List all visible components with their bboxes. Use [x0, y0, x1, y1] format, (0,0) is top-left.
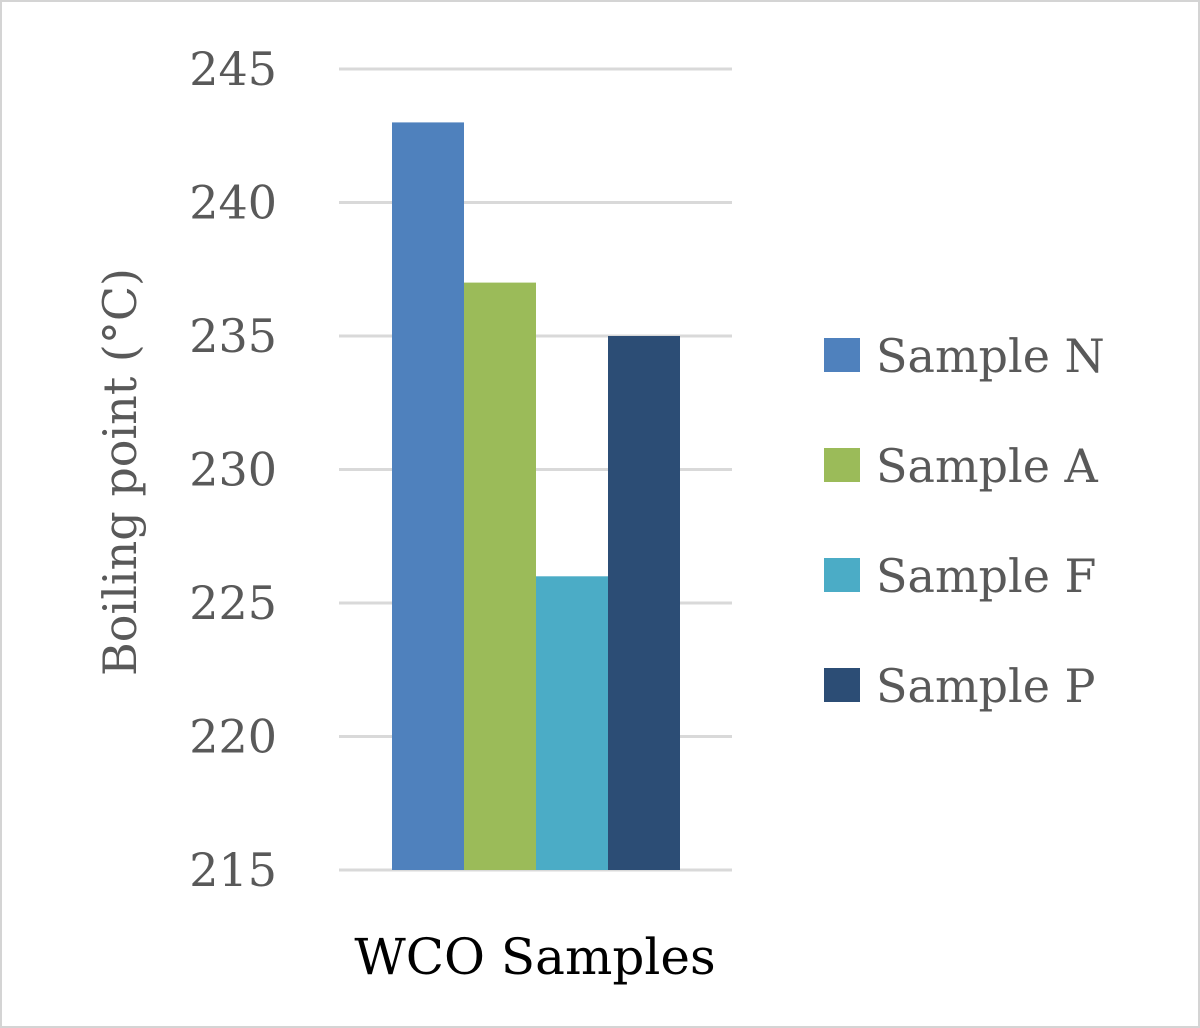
x-category-label: WCO Samples [354, 928, 715, 986]
bar-sample-p [608, 336, 680, 870]
y-axis-title: Boiling point (°C) [93, 268, 147, 676]
legend-swatch [824, 448, 860, 482]
legend-swatch [824, 338, 860, 372]
legend-label: Sample A [876, 439, 1099, 493]
y-tick-label: 245 [189, 42, 277, 96]
y-tick-label: 215 [189, 843, 277, 897]
legend-swatch [824, 668, 860, 702]
y-axis-ticks: 215 220 225 230 235 240 245 [189, 42, 277, 897]
y-tick-label: 230 [189, 443, 277, 497]
legend-label: Sample N [876, 329, 1105, 383]
bar-sample-a [464, 282, 536, 871]
bars [392, 122, 680, 871]
bar-sample-n [392, 122, 464, 870]
legend-label: Sample P [876, 659, 1096, 713]
y-tick-label: 240 [189, 176, 277, 230]
y-tick-label: 225 [189, 576, 277, 630]
y-tick-label: 220 [189, 710, 277, 764]
legend-swatch [824, 558, 860, 592]
legend-label: Sample F [876, 549, 1096, 603]
y-tick-label: 235 [189, 309, 277, 363]
legend: Sample N Sample A Sample F Sample P [824, 329, 1105, 713]
bar-sample-f [536, 576, 608, 870]
